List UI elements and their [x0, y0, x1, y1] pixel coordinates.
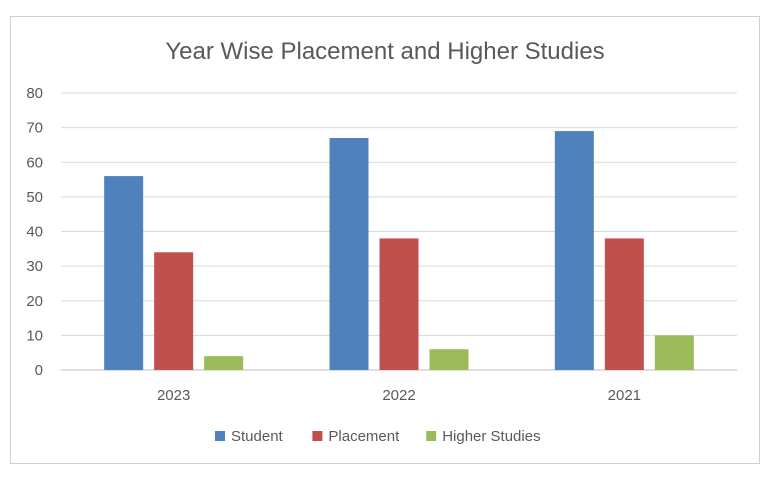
bar-placement-2021: [604, 238, 644, 370]
legend-label: Student: [231, 428, 284, 445]
x-tick-label: 2023: [157, 387, 190, 404]
y-tick-label: 20: [26, 293, 43, 310]
chart-title: Year Wise Placement and Higher Studies: [165, 38, 604, 65]
legend-label: Higher Studies: [442, 428, 540, 445]
bar-higher-studies-2022: [429, 349, 469, 370]
legend-swatch-placement: [312, 431, 323, 441]
x-axis-ticks: 2023 2022 2021: [157, 387, 641, 404]
y-axis-ticks: 0 10 20 30 40 50 60 70 80: [26, 85, 43, 379]
x-tick-label: 2022: [382, 387, 415, 404]
y-tick-label: 70: [26, 120, 43, 137]
bar-placement-2022: [379, 238, 419, 370]
y-tick-label: 40: [26, 224, 43, 241]
legend-swatch-higher-studies: [426, 431, 437, 441]
bar-higher-studies-2023: [204, 356, 244, 370]
legend-label: Placement: [328, 428, 400, 445]
legend-swatch-student: [215, 431, 225, 441]
bar-student-2021: [554, 131, 594, 370]
bars: [104, 131, 694, 370]
y-tick-label: 10: [26, 327, 43, 344]
y-tick-label: 60: [26, 154, 43, 171]
y-tick-label: 80: [26, 85, 43, 102]
bar-placement-2023: [154, 252, 194, 370]
bar-higher-studies-2021: [654, 335, 694, 370]
y-tick-label: 50: [26, 189, 43, 206]
y-tick-label: 0: [35, 362, 43, 379]
bar-student-2023: [104, 176, 144, 370]
bar-student-2022: [329, 138, 369, 370]
y-tick-label: 30: [26, 258, 43, 275]
legend: Student Placement Higher Studies: [215, 428, 541, 445]
x-tick-label: 2021: [608, 387, 641, 404]
